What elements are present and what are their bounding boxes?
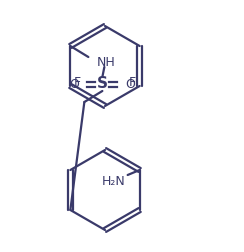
Text: S: S <box>97 77 108 91</box>
Text: F: F <box>74 77 81 89</box>
Text: F: F <box>129 77 136 89</box>
Text: H₂N: H₂N <box>102 175 125 188</box>
Text: O: O <box>125 78 135 90</box>
Text: NH: NH <box>96 55 115 69</box>
Text: O: O <box>70 78 79 90</box>
